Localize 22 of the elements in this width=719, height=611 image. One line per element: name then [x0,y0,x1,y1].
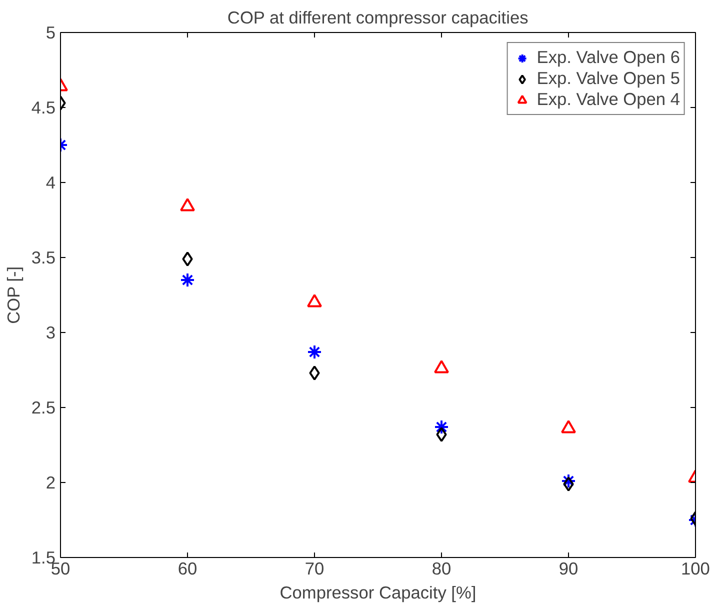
y-tick-label: 2.5 [31,398,56,418]
y-tick-label: 3.5 [31,248,56,268]
x-tick-label: 100 [681,558,710,578]
point [309,366,320,380]
x-axis-title: Compressor Capacity [%] [280,582,476,602]
point [434,420,449,434]
y-tick-label: 2 [46,472,56,492]
y-tick-label: 4 [46,172,56,192]
y-tick-label: 4.5 [31,98,56,118]
chart-title: COP at different compressor capacities [227,8,529,28]
x-tick-label: 80 [432,558,452,578]
legend-label: Exp. Valve Open 6 [536,47,680,68]
y-axis-title: COP [-] [3,266,24,324]
x-tick-label: 90 [558,558,578,578]
y-tick-label: 5 [46,22,56,42]
y-tick-label: 3 [46,322,56,342]
x-tick-label: 60 [178,558,198,578]
point [307,344,322,360]
x-tick-label: 70 [304,558,324,578]
legend-label: Exp. Valve Open 5 [536,68,680,89]
legend-label: Exp. Valve Open 4 [536,89,680,110]
point [436,427,447,442]
